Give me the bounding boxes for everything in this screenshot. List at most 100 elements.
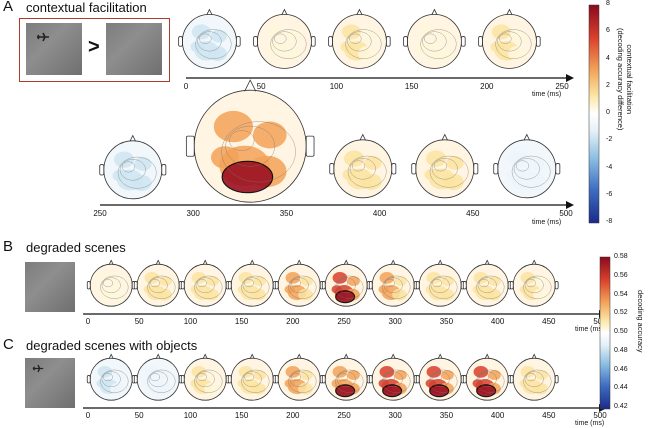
colorbar-tick: 0.50 [614, 328, 628, 335]
degraded-scene-with-object-thumbnail [25, 358, 75, 408]
topomap-head [462, 259, 512, 307]
colorbar-tick: 0.44 [614, 384, 628, 392]
scene-without-object-thumbnail [106, 23, 162, 75]
time-axis-c-tick: 50 [134, 411, 144, 420]
time-axis-a-late-tick: 350 [279, 209, 294, 218]
colorbar-a-label-line1: contextual facilitation [625, 44, 634, 115]
topomap-head [329, 133, 397, 199]
panel-title-b: degraded scenes [26, 240, 126, 255]
topomap-head [133, 353, 183, 401]
topomap-head [252, 8, 316, 69]
topomap-head [415, 259, 465, 307]
time-axis-b-tick: 100 [183, 317, 198, 326]
scene-with-object-thumbnail [26, 23, 82, 75]
time-axis-c-tick: 100 [183, 411, 198, 420]
axis-arrow-icon [100, 201, 574, 209]
colorbar-a-label-line2: (decoding accuracy difference) [616, 28, 625, 131]
topomap-head [415, 353, 465, 401]
topomap-head [509, 353, 559, 401]
time-axis-a-early-tick: 250 [555, 82, 569, 91]
topomap-head [133, 259, 183, 307]
time-axis-unit-a-late: time (ms) [532, 219, 562, 226]
panel-title-c: degraded scenes with objects [26, 338, 198, 353]
time-axis-a-early-tick: 200 [480, 82, 494, 91]
topomap-head [493, 133, 561, 199]
time-axis-b-tick: 150 [234, 317, 249, 326]
time-axis-c-tick: 450 [542, 411, 556, 420]
panel-letter-c: C [3, 336, 14, 353]
time-axis-a-late-tick: 400 [372, 209, 387, 218]
colorbar-tick: 0.58 [614, 253, 628, 260]
colorbar-tick: -4 [606, 163, 613, 171]
time-axis-b-tick: 450 [542, 317, 556, 326]
time-axis-b-tick: 0 [85, 317, 91, 326]
topomap-head [477, 8, 541, 69]
time-axis-b-tick: 200 [286, 317, 300, 326]
colorbar-tick: 0.54 [614, 290, 628, 298]
colorbar-tick: 2 [606, 81, 610, 89]
topomap-head [180, 259, 230, 307]
time-axis-b-tick: 50 [134, 317, 144, 326]
topomap-head [368, 353, 418, 401]
colorbar-tick: 0.42 [614, 403, 628, 410]
topomap-head [177, 8, 241, 69]
topomap-head [368, 259, 418, 307]
time-axis-a-early-tick: 150 [404, 82, 419, 91]
topomap-head [274, 353, 324, 401]
colorbar-tick: 0.46 [614, 365, 628, 373]
topomap-head [327, 8, 391, 69]
panel-letter-b: B [3, 238, 14, 255]
colorbar-a [588, 4, 600, 224]
time-axis-c-tick: 0 [85, 411, 91, 420]
colorbar-tick: 0.52 [614, 309, 628, 317]
time-axis-unit-c: time (ms) [575, 420, 605, 427]
topomap-head [274, 259, 324, 307]
time-axis-a-early-tick: 100 [329, 82, 344, 91]
panel-title-a: contextual facilitation [26, 0, 147, 15]
time-axis-c-tick: 400 [490, 411, 505, 420]
colorbar-tick: 0.56 [614, 271, 628, 279]
colorbar-tick: 6 [606, 27, 610, 35]
colorbar-tick: -6 [606, 190, 613, 198]
time-axis-unit-a-early: time (ms) [532, 91, 562, 98]
colorbar-tick: -8 [606, 218, 613, 225]
time-axis-a-late-tick: 500 [559, 209, 573, 218]
topomap-head [462, 353, 512, 401]
time-axis-c-tick: 500 [593, 411, 607, 420]
panel-letter-a: A [3, 0, 14, 15]
airplane-icon [32, 364, 44, 373]
topomap-head [185, 79, 315, 203]
topomap-head [227, 259, 277, 307]
colorbar-tick: 4 [606, 54, 610, 62]
topomap-head [402, 8, 466, 69]
airplane-icon [37, 32, 49, 42]
greater-than-symbol: > [88, 36, 100, 58]
colorbar-tick: 0 [606, 109, 610, 116]
colorbar-bc-label: decoding accuracy [636, 290, 645, 353]
time-axis-unit-b: time (ms) [575, 326, 605, 333]
time-axis-a-late-tick: 300 [186, 209, 200, 218]
topomap-head [321, 353, 371, 401]
time-axis-c-tick: 150 [234, 411, 249, 420]
time-axis-b-tick: 300 [388, 317, 402, 326]
topomap-head [227, 353, 277, 401]
colorbar-tick: -2 [606, 136, 613, 144]
degraded-scene-thumbnail [25, 262, 75, 312]
time-axis-c-tick: 300 [388, 411, 402, 420]
time-axis-c-tick: 350 [439, 411, 454, 420]
time-axis-b-tick: 350 [439, 317, 454, 326]
time-axis-a-late-tick: 450 [466, 209, 480, 218]
colorbar-tick: 8 [606, 0, 610, 7]
time-axis-c-tick: 250 [337, 411, 351, 420]
topomap-head [99, 134, 167, 200]
topomap-head [321, 259, 371, 307]
colorbar-tick: 0.48 [614, 346, 628, 354]
stimulus-comparison-frame [19, 18, 170, 82]
time-axis-b-tick: 400 [490, 317, 505, 326]
time-axis-a-late-tick: 250 [93, 209, 107, 218]
time-axis-a-early-tick: 0 [183, 82, 189, 91]
topomap-head [509, 259, 559, 307]
topomap-head [86, 353, 136, 401]
time-axis-a-early-tick: 50 [256, 82, 266, 91]
axis-arrow-icon [186, 74, 574, 82]
